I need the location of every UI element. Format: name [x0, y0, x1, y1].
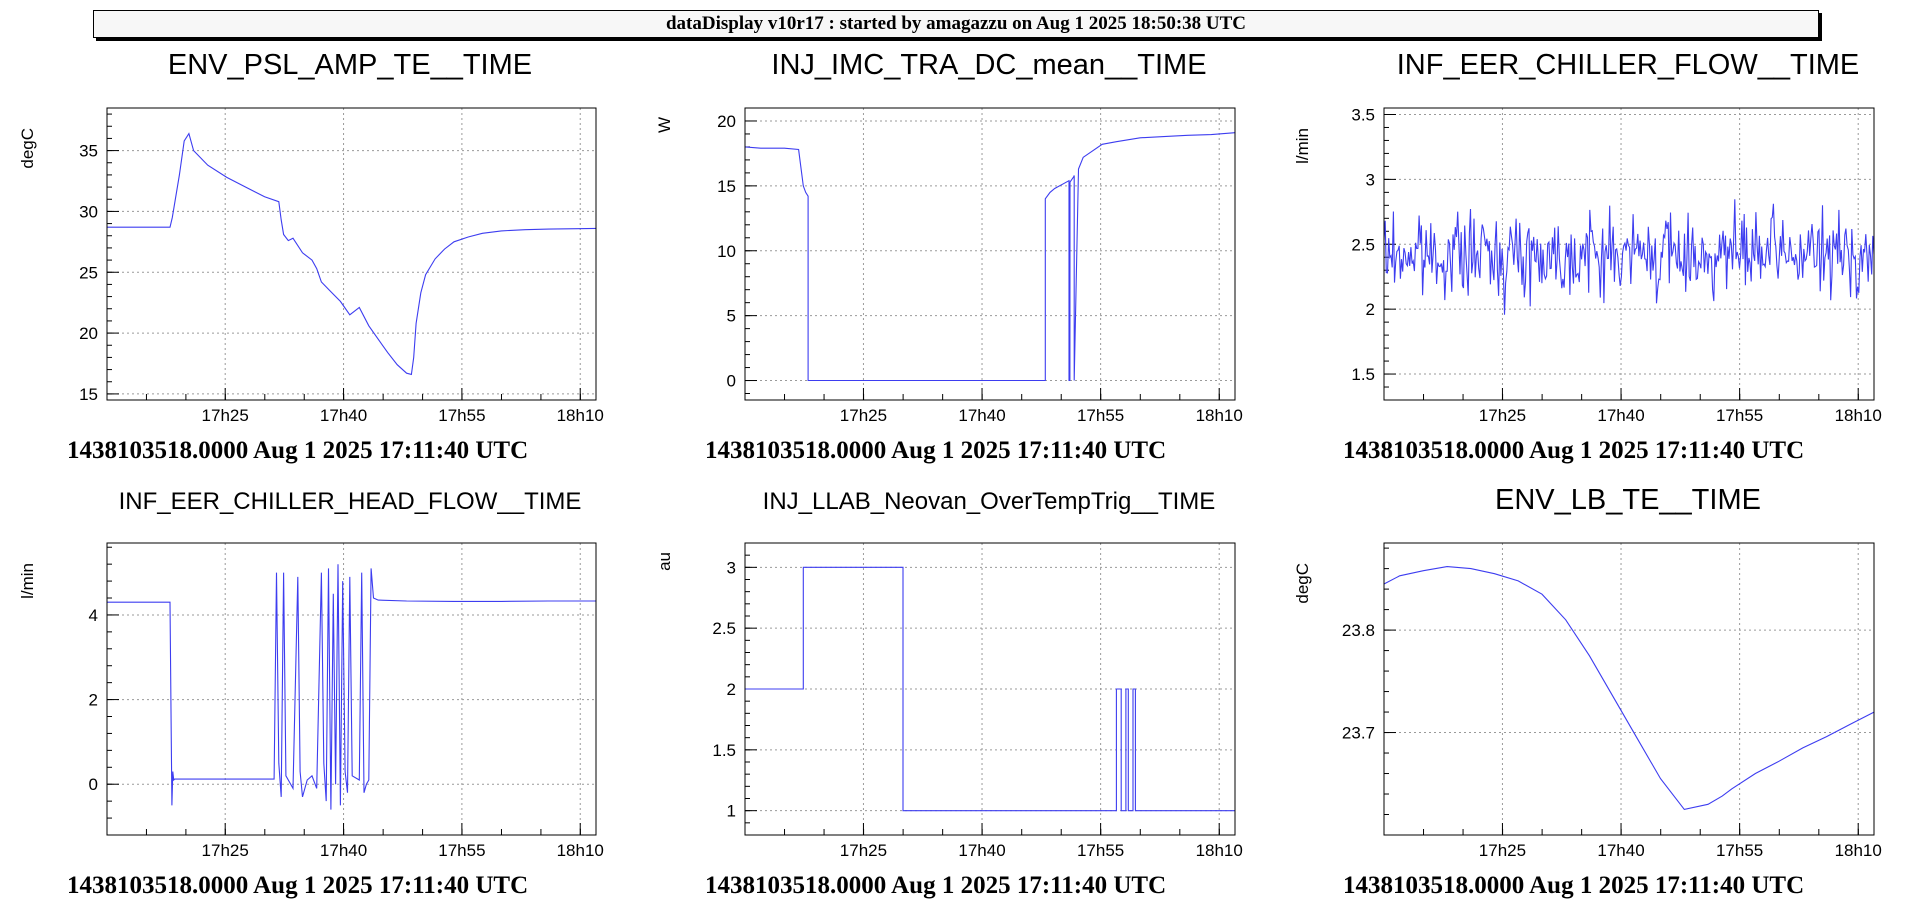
plot-frame [106, 107, 597, 401]
y-tick-label: 15 [79, 385, 98, 404]
timestamp-caption: 1438103518.0000 Aug 1 2025 17:11:40 UTC [1343, 872, 1804, 899]
y-tick-label: 10 [717, 242, 736, 261]
y-tick-label: 15 [717, 177, 736, 196]
x-tick-label: 17h55 [1716, 406, 1763, 425]
x-tick-label: 17h25 [1479, 406, 1526, 425]
plot-frame [1383, 107, 1875, 401]
x-tick-label: 17h40 [320, 841, 367, 860]
y-tick-label: 2.5 [712, 619, 736, 638]
chart-panel-4: INF_EER_CHILLER_HEAD_FLOW__TIME l/min 17h2… [18, 488, 604, 899]
app-title: dataDisplay v10r17 : started by amagazzu… [665, 13, 1247, 34]
chart-panel-1: ENV_PSL_AMP_TE__TIME degC 17h25 17h40 17h55 1… [18, 49, 604, 464]
x-tick-label: 17h55 [1716, 841, 1763, 860]
y-tick-label: 4 [89, 606, 98, 625]
x-tick-label: 17h25 [840, 406, 887, 425]
y-tick-label: 3 [1366, 170, 1375, 189]
y-tick-label: 0 [89, 775, 98, 794]
x-tick-label: 18h10 [1196, 406, 1243, 425]
y-tick-label: 35 [79, 142, 98, 161]
y-tick-label: 25 [79, 263, 98, 282]
y-tick-label: 2 [1366, 300, 1375, 319]
y-axis-label: W [655, 117, 674, 133]
series-line [107, 132, 597, 376]
x-tick-label: 17h55 [1077, 406, 1124, 425]
x-tick-label: 18h10 [1835, 406, 1882, 425]
plot-frame [744, 107, 1236, 401]
y-tick-label: 1.5 [712, 741, 736, 760]
timestamp-caption: 1438103518.0000 Aug 1 2025 17:11:40 UTC [705, 872, 1166, 899]
series-line [744, 132, 1236, 382]
y-tick-label: 1.5 [1351, 365, 1375, 384]
y-tick-label: 3 [727, 558, 736, 577]
timestamp-caption: 1438103518.0000 Aug 1 2025 17:11:40 UTC [1343, 437, 1804, 464]
x-tick-label: 17h40 [958, 841, 1005, 860]
chart-panel-2: INJ_IMC_TRA_DC_mean__TIME W 17h25 17h40 17h5… [655, 49, 1243, 464]
y-tick-label: 1 [727, 802, 736, 821]
chart-panel-3: INF_EER_CHILLER_FLOW__TIME l/min 17h25 17h4… [1293, 49, 1882, 464]
chart-title: INF_EER_CHILLER_HEAD_FLOW__TIME [119, 488, 582, 515]
y-tick-label: 23.8 [1342, 621, 1375, 640]
y-axis-label: degC [1293, 563, 1312, 604]
x-tick-label: 18h10 [557, 841, 604, 860]
x-tick-label: 17h55 [1077, 841, 1124, 860]
x-tick-label: 17h25 [202, 406, 249, 425]
timestamp-caption: 1438103518.0000 Aug 1 2025 17:11:40 UTC [67, 437, 528, 464]
y-axis-label: l/min [1293, 128, 1312, 164]
plot-frame [744, 542, 1236, 836]
x-tick-label: 17h25 [1479, 841, 1526, 860]
series-line [107, 564, 596, 810]
app-title-bar: dataDisplay v10r17 : started by amagazzu… [93, 10, 1819, 38]
y-axis-label: l/min [18, 563, 37, 599]
timestamp-caption: 1438103518.0000 Aug 1 2025 17:11:40 UTC [705, 437, 1166, 464]
x-tick-label: 17h25 [202, 841, 249, 860]
y-tick-label: 2.5 [1351, 235, 1375, 254]
x-tick-label: 17h40 [1597, 841, 1644, 860]
x-tick-label: 17h25 [840, 841, 887, 860]
plot-frame [1383, 542, 1875, 836]
x-tick-label: 17h55 [438, 841, 485, 860]
x-tick-label: 18h10 [1196, 841, 1243, 860]
chart-title: ENV_PSL_AMP_TE__TIME [168, 49, 532, 81]
y-tick-label: 5 [727, 307, 736, 326]
y-axis-label: degC [18, 128, 37, 169]
chart-title: INF_EER_CHILLER_FLOW__TIME [1397, 49, 1860, 81]
chart-title: INJ_LLAB_Neovan_OverTempTrig__TIME [763, 488, 1216, 515]
y-tick-label: 0 [727, 372, 736, 391]
timestamp-caption: 1438103518.0000 Aug 1 2025 17:11:40 UTC [67, 872, 528, 899]
y-tick-label: 20 [717, 112, 736, 131]
y-axis-label: au [655, 552, 674, 571]
y-tick-label: 2 [727, 680, 736, 699]
series-line [745, 566, 1235, 812]
x-tick-label: 18h10 [1835, 841, 1882, 860]
y-tick-label: 20 [79, 324, 98, 343]
plot-frame [106, 542, 597, 836]
chart-panel-6: ENV_LB_TE__TIME degC 17h25 17h40 17h55 18h10 2… [1293, 484, 1882, 899]
x-tick-label: 17h40 [1597, 406, 1644, 425]
y-tick-label: 30 [79, 202, 98, 221]
chart-title: ENV_LB_TE__TIME [1495, 484, 1761, 516]
series-line [1383, 199, 1875, 315]
x-tick-label: 18h10 [557, 406, 604, 425]
y-tick-label: 23.7 [1342, 724, 1375, 743]
series-line [1383, 566, 1875, 811]
chart-title: INJ_IMC_TRA_DC_mean__TIME [771, 49, 1206, 81]
x-tick-label: 17h40 [958, 406, 1005, 425]
y-tick-label: 3.5 [1351, 105, 1375, 124]
y-tick-label: 2 [89, 691, 98, 710]
x-tick-label: 17h40 [320, 406, 367, 425]
x-tick-label: 17h55 [438, 406, 485, 425]
